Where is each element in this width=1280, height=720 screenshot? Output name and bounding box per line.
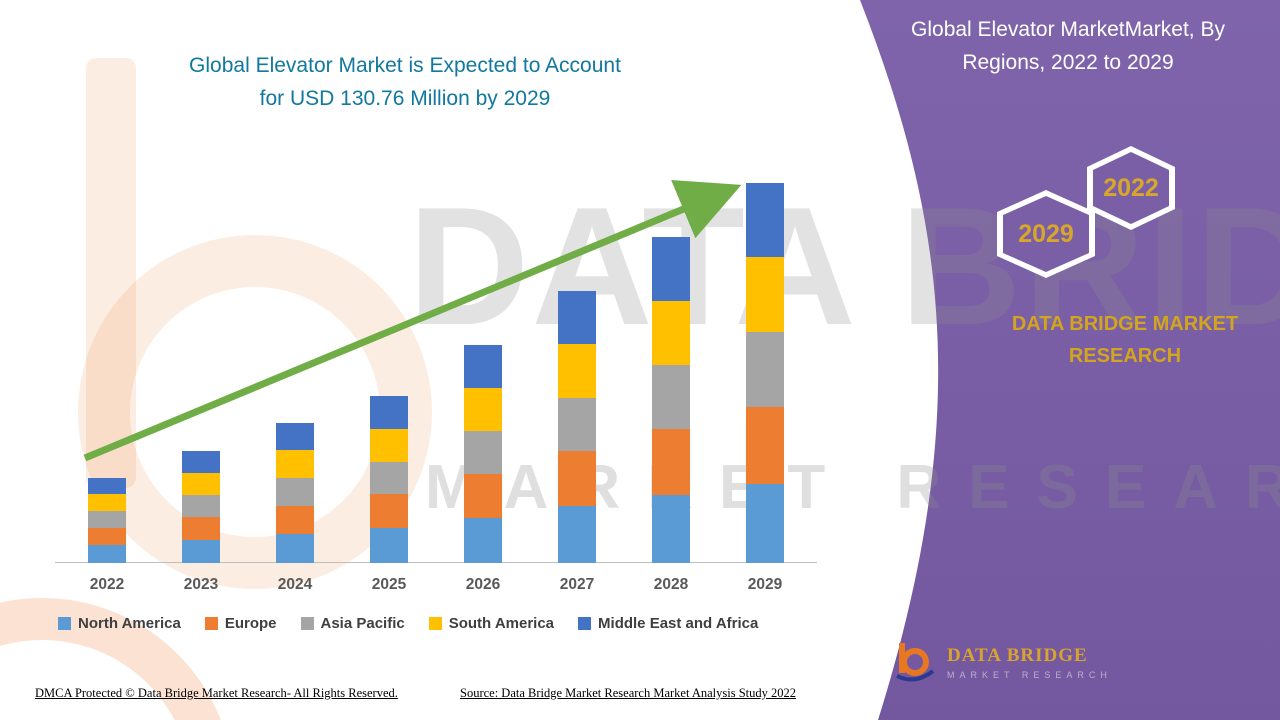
- footer-logo-sub: MARKET RESEARCH: [947, 669, 1112, 680]
- legend-label-middle-east-and-africa: Middle East and Africa: [598, 615, 759, 632]
- legend-swatch-middle-east-and-africa: [578, 617, 592, 630]
- watermark-market-research: MARKET RESEARCH: [425, 453, 1280, 522]
- legend-label-south-america: South America: [448, 615, 555, 632]
- legend-swatch-north-america: [58, 617, 71, 630]
- dmca-notice: DMCA Protected © Data Bridge Market Rese…: [35, 686, 398, 700]
- hexagon-2029-year: 2029: [1003, 196, 1089, 272]
- databridge-logo-icon: [896, 643, 935, 682]
- legend-swatch-south-america: [428, 617, 442, 630]
- legend-label-europe: Europe: [224, 615, 277, 632]
- chart-legend: North America Europe Asia Pacific South Ame…: [58, 615, 758, 632]
- brand-name-text: DATA BRIDGE MARKET RESEARCH: [1011, 313, 1239, 367]
- legend-item-europe: Europe: [204, 615, 277, 632]
- hexagon-2022-year: 2022: [1093, 152, 1169, 224]
- legend-item-middle-east-and-africa: Middle East and Africa: [578, 615, 758, 632]
- chart-title-line2: for USD 130.76 Million by 2029: [259, 86, 551, 110]
- chart-title-line1: Global Elevator Market is Expected to Ac…: [189, 54, 621, 77]
- chart-title: Global Elevator Market is Expected to Ac…: [145, 50, 665, 115]
- legend-swatch-asia-pacific: [300, 617, 314, 630]
- footer-logo: DATA BRIDGE MARKET RESEARCH: [893, 640, 1112, 684]
- panel-title: Global Elevator MarketMarket, By Regions…: [911, 18, 1225, 74]
- x-axis-line: [55, 562, 817, 563]
- legend-item-north-america: North America: [58, 615, 181, 632]
- source-note: Source: Data Bridge Market Research Mark…: [460, 686, 797, 700]
- legend-item-asia-pacific: Asia Pacific: [300, 615, 405, 632]
- legend-label-asia-pacific: Asia Pacific: [320, 615, 405, 632]
- legend-swatch-europe: [204, 617, 218, 630]
- footer-logo-brand: DATA BRIDGE: [947, 644, 1088, 666]
- legend-label-north-america: North America: [78, 615, 181, 632]
- legend-item-south-america: South America: [428, 615, 555, 632]
